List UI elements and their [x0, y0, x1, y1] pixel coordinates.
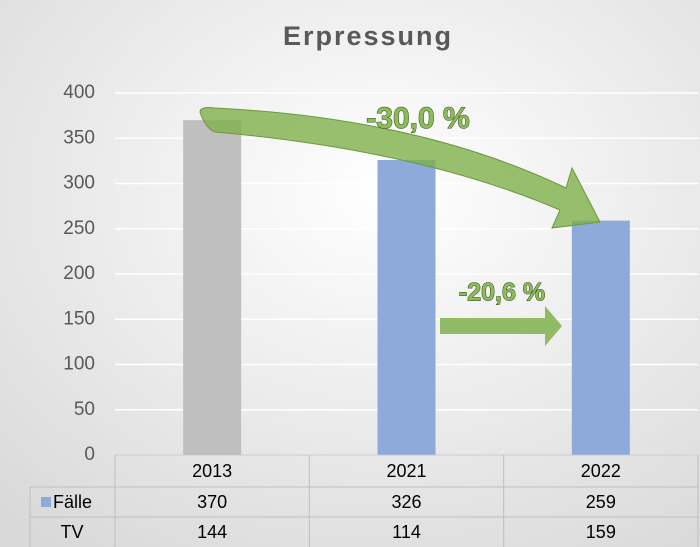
y-tick-label: 350 [63, 127, 95, 148]
y-tick-label: 50 [74, 399, 95, 420]
plot: 0 50 100 150 200 250 300 350 400 2013 370 2021 326 20… [29, 82, 699, 547]
table-cell: 370 [197, 492, 227, 512]
trend-arrow-straight [440, 306, 562, 346]
y-tick-label: 250 [63, 218, 95, 239]
bar [183, 120, 242, 456]
table-cell: 326 [391, 492, 421, 512]
y-tick-label: 400 [63, 82, 95, 103]
y-tick-label: 0 [84, 444, 95, 465]
x-tick-label: 2013 [192, 461, 232, 481]
trend-arrow-curved [199, 107, 601, 229]
annotation: -20,6 % [459, 279, 545, 307]
bar [377, 159, 436, 455]
table-cell: 114 [392, 522, 421, 542]
y-tick-label: 200 [63, 263, 95, 284]
table-cell: 159 [586, 522, 616, 542]
legend-key [41, 497, 51, 507]
y-tick-label: 150 [63, 308, 95, 329]
y-tick-label: 100 [63, 354, 95, 375]
x-tick-label: 2022 [581, 461, 621, 481]
annotation: -30,0 % [366, 102, 469, 135]
chart-title: Erpressung [283, 21, 453, 51]
table-cell: 259 [586, 492, 616, 512]
table-cell: 144 [197, 522, 227, 542]
y-tick-label: 300 [63, 173, 95, 194]
table-row-label: TV [60, 522, 83, 542]
x-tick-label: 2021 [386, 461, 426, 481]
legend-label: Fälle [53, 492, 92, 512]
bar [571, 220, 630, 455]
